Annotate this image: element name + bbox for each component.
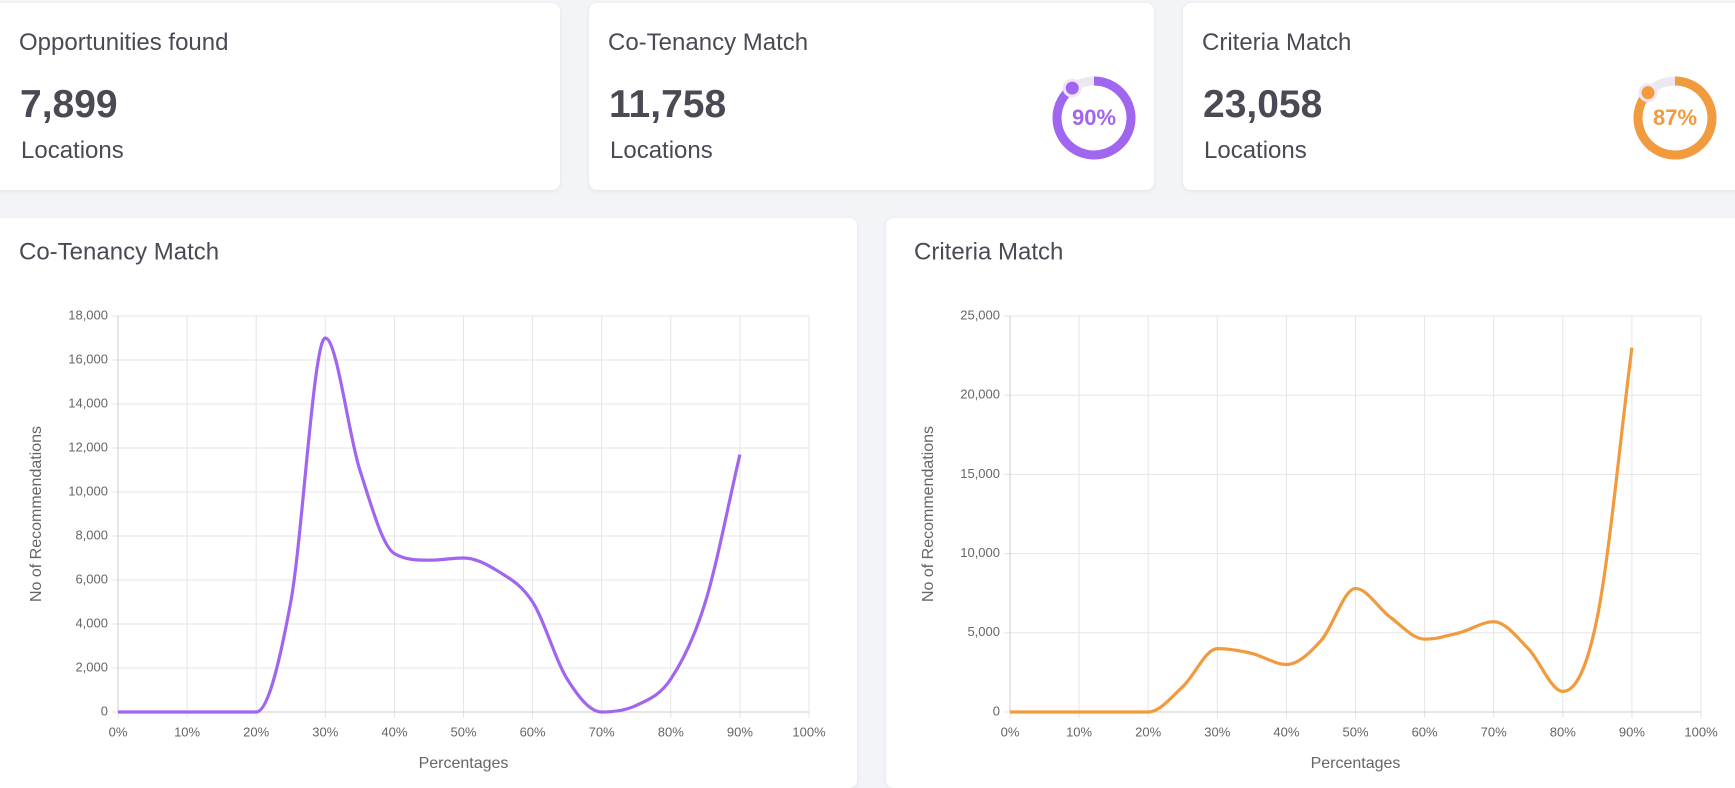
card-unit: Locations bbox=[21, 137, 124, 164]
y-tick-label: 10,000 bbox=[960, 545, 1000, 560]
progress-ring: 87% bbox=[1633, 76, 1717, 160]
y-tick-label: 15,000 bbox=[960, 466, 1000, 481]
x-tick-label: 40% bbox=[381, 724, 407, 739]
card-value: 11,758 bbox=[609, 83, 727, 126]
line bbox=[1010, 347, 1634, 714]
x-tick-label: 50% bbox=[450, 724, 476, 739]
y-tick-label: 5,000 bbox=[967, 624, 1000, 639]
y-axis-label: No of Recommendations bbox=[28, 426, 45, 602]
card: Co-Tenancy Match 11,758 Locations 90% bbox=[589, 3, 1154, 190]
x-axis-label: Percentages bbox=[419, 755, 509, 772]
ring-dot bbox=[1062, 78, 1082, 98]
card-unit: Locations bbox=[610, 137, 713, 164]
y-axis-label: No of Recommendations bbox=[920, 426, 937, 602]
x-tick-label: 30% bbox=[312, 724, 338, 739]
x-axis-label: Percentages bbox=[1311, 755, 1401, 772]
card-title: Criteria Match bbox=[1202, 29, 1352, 56]
card-title: Co-Tenancy Match bbox=[608, 29, 809, 56]
y-tick-label: 25,000 bbox=[960, 307, 1000, 322]
y-tick-label: 0 bbox=[993, 703, 1000, 718]
card-value: 23,058 bbox=[1203, 83, 1323, 126]
x-tick-label: 0% bbox=[109, 724, 128, 739]
y-tick-label: 4,000 bbox=[75, 615, 108, 630]
x-tick-label: 80% bbox=[658, 724, 684, 739]
x-tick-label: 60% bbox=[520, 724, 546, 739]
x-tick-label: 90% bbox=[727, 724, 753, 739]
chart-title: Co-Tenancy Match bbox=[19, 238, 219, 265]
x-tick-label: 70% bbox=[589, 724, 615, 739]
x-tick-label: 100% bbox=[792, 724, 826, 739]
y-tick-label: 2,000 bbox=[75, 659, 108, 674]
x-tick-label: 80% bbox=[1550, 724, 1576, 739]
progress-ring: 90% bbox=[1052, 76, 1136, 160]
ring-dot bbox=[1638, 83, 1658, 103]
card-unit: Locations bbox=[1204, 137, 1307, 164]
card-title: Opportunities found bbox=[19, 29, 229, 56]
x-tick-label: 100% bbox=[1684, 724, 1718, 739]
x-tick-label: 50% bbox=[1342, 724, 1368, 739]
x-tick-label: 40% bbox=[1273, 724, 1299, 739]
chart-panel: Co-Tenancy Match 0 2,000 4,000 6,000 8,000 10,… bbox=[0, 218, 857, 788]
ring-arc bbox=[1633, 76, 1717, 160]
ring-label: 90% bbox=[1072, 105, 1116, 130]
y-tick-label: 8,000 bbox=[75, 527, 108, 542]
x-tick-label: 10% bbox=[174, 724, 200, 739]
card: Criteria Match 23,058 Locations 87% bbox=[1183, 3, 1735, 190]
ring-arc bbox=[1052, 76, 1136, 160]
x-tick-label: 90% bbox=[1619, 724, 1645, 739]
y-tick-label: 12,000 bbox=[68, 439, 108, 454]
y-tick-label: 6,000 bbox=[75, 571, 108, 586]
ring-label: 87% bbox=[1653, 105, 1697, 130]
y-tick-label: 16,000 bbox=[68, 351, 108, 366]
y-tick-label: 10,000 bbox=[68, 483, 108, 498]
chart: Criteria Match 0 5,000 10,000 15,000 20,000 25… bbox=[914, 238, 1718, 772]
x-tick-label: 0% bbox=[1001, 724, 1020, 739]
x-tick-label: 20% bbox=[243, 724, 269, 739]
chart: Co-Tenancy Match 0 2,000 4,000 6,000 8,000 10,… bbox=[19, 238, 826, 772]
x-tick-label: 70% bbox=[1481, 724, 1507, 739]
x-tick-label: 60% bbox=[1412, 724, 1438, 739]
x-tick-label: 10% bbox=[1066, 724, 1092, 739]
chart-panel: Criteria Match 0 5,000 10,000 15,000 20,000 25… bbox=[886, 218, 1735, 788]
chart-title: Criteria Match bbox=[914, 238, 1063, 265]
y-tick-label: 14,000 bbox=[68, 395, 108, 410]
x-tick-label: 20% bbox=[1135, 724, 1161, 739]
line bbox=[118, 336, 742, 714]
x-tick-label: 30% bbox=[1204, 724, 1230, 739]
card: Opportunities found 7,899 Locations bbox=[0, 3, 560, 190]
y-tick-label: 18,000 bbox=[68, 307, 108, 322]
y-tick-label: 0 bbox=[101, 703, 108, 718]
card-value: 7,899 bbox=[20, 83, 118, 126]
y-tick-label: 20,000 bbox=[960, 387, 1000, 402]
